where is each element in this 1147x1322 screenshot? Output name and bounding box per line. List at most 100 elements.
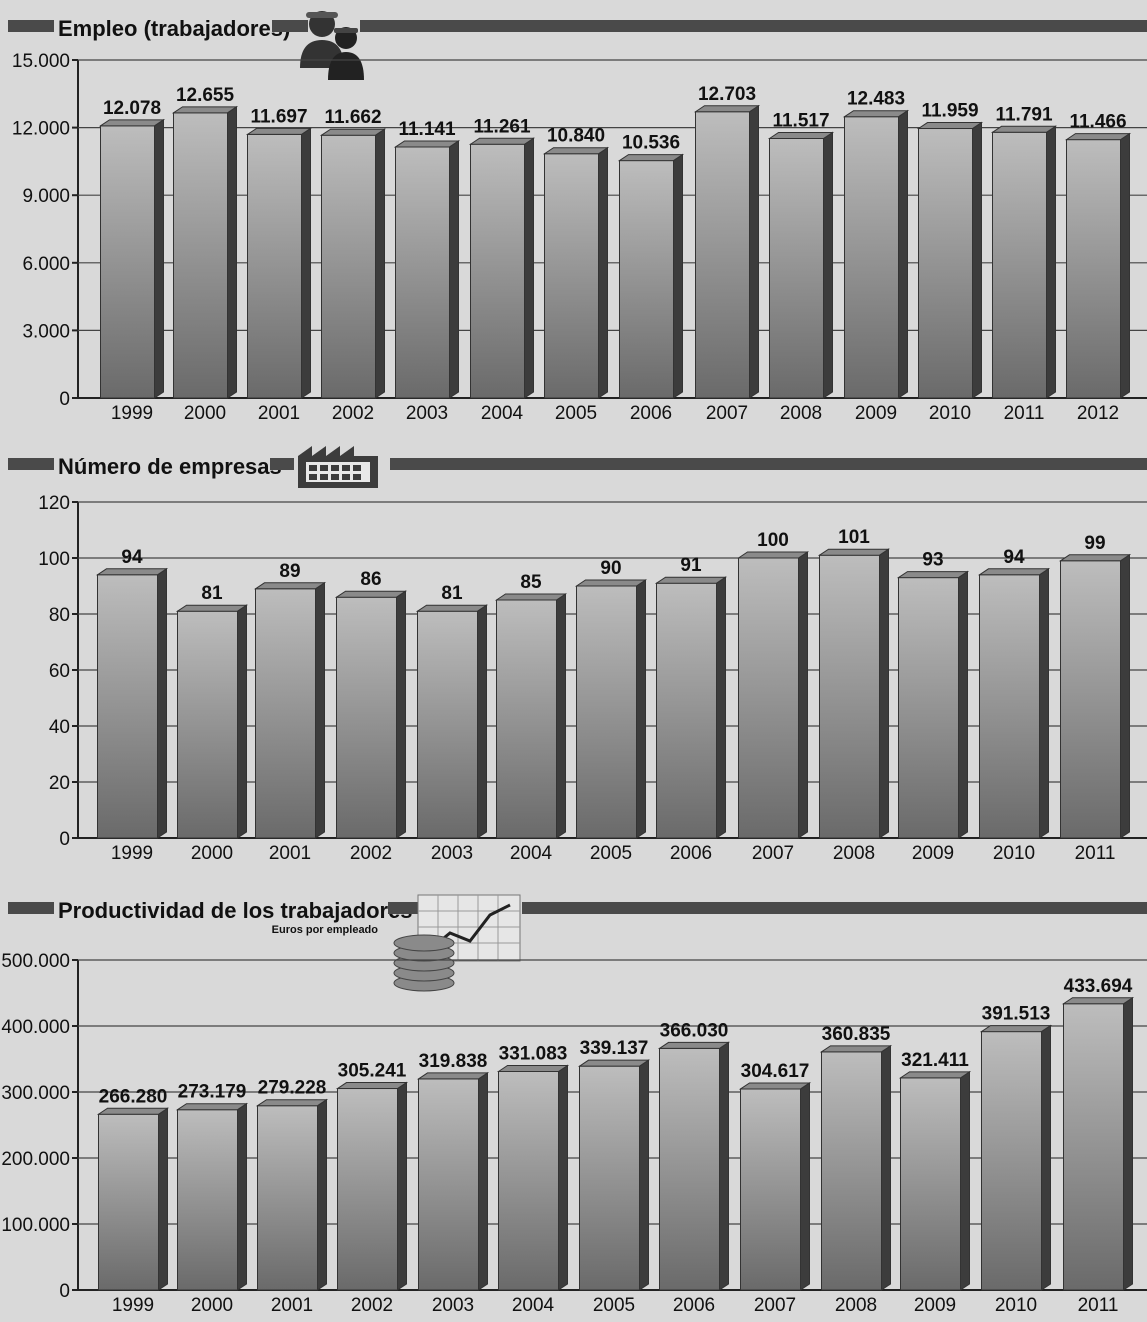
data-label: 266.280: [99, 1086, 168, 1107]
bar-side: [636, 579, 646, 839]
data-label: 89: [279, 561, 300, 582]
bar-cap: [767, 131, 835, 139]
title-band: [522, 902, 1147, 914]
y-tick-label: 20: [49, 773, 70, 794]
chart-employment-title: Empleo (trabajadores): [58, 16, 290, 41]
bar-cap: [738, 1082, 812, 1090]
y-tick-label: 60: [49, 661, 70, 682]
y-tick-label: 3.000: [22, 321, 70, 342]
x-tick-label: 2009: [912, 843, 954, 864]
bar-front: [1060, 560, 1121, 839]
bar-front: [898, 577, 959, 839]
factory-icon: [298, 446, 378, 488]
bar-side: [898, 109, 908, 399]
bar-side: [823, 131, 833, 399]
bar-side: [237, 1102, 247, 1291]
x-tick-label: 2001: [271, 1295, 313, 1316]
x-tick-label: 2007: [706, 403, 748, 424]
bar-cap: [319, 128, 387, 136]
bar-front: [321, 134, 376, 399]
bar-cap: [842, 110, 910, 118]
bar-front: [656, 582, 717, 839]
bar-cap: [990, 125, 1058, 133]
bar-cap: [96, 1107, 170, 1115]
bar-front: [177, 610, 238, 839]
x-tick-label: 2000: [191, 1295, 233, 1316]
y-tick-label: 100.000: [1, 1215, 70, 1236]
data-label: 11.959: [921, 101, 978, 122]
bar-1999: [95, 567, 169, 839]
bar-side: [315, 581, 325, 839]
x-tick-label: 2008: [833, 843, 875, 864]
title-band: [360, 20, 1147, 32]
bar-cap: [977, 568, 1051, 576]
y-tick-label: 0: [59, 389, 70, 410]
bar-2010: [977, 567, 1051, 839]
title-band-left: [388, 902, 418, 914]
chart-productivity: 0 100.000 200.000 300.000 400.000 500.000 266.…: [1, 951, 1147, 1316]
bar-side: [879, 548, 889, 839]
bar-front: [417, 610, 478, 839]
data-label: 94: [1003, 547, 1025, 568]
title-band-left: [270, 458, 294, 470]
data-label: 366.030: [660, 1020, 729, 1041]
x-tick-label: 2005: [590, 843, 632, 864]
y-tick-label: 120: [38, 493, 70, 514]
bar-cap: [245, 127, 313, 135]
bar-2002: [319, 128, 387, 399]
data-label: 86: [360, 569, 381, 590]
bar-side: [397, 1081, 407, 1291]
x-tick-label: 2003: [431, 843, 473, 864]
bar-cap: [335, 1082, 409, 1090]
bar-front: [498, 1070, 559, 1291]
x-tick-label: 2006: [670, 843, 712, 864]
data-label: 360.835: [822, 1024, 891, 1045]
bar-cap: [496, 1064, 570, 1072]
chart-employment-header: Empleo (trabajadores): [8, 11, 1147, 80]
bar-cap: [175, 1103, 249, 1111]
bar-side: [716, 576, 726, 839]
bar-front: [740, 1088, 801, 1291]
bar-front: [337, 1088, 398, 1291]
coins-growth-icon: [393, 894, 521, 992]
bar-cap: [416, 1072, 490, 1080]
bar-front: [257, 1105, 318, 1291]
bar-2002: [334, 590, 408, 839]
x-tick-label: 2002: [351, 1295, 393, 1316]
bar-2001: [245, 127, 313, 399]
bar-side: [477, 604, 487, 839]
bar-side: [798, 551, 808, 839]
bar-cap: [393, 140, 461, 148]
x-tick-label: 2008: [835, 1295, 877, 1316]
x-tick-label: 2007: [752, 843, 794, 864]
bar-cap: [494, 593, 568, 601]
chart-productivity-subtitle: Euros por empleado: [272, 924, 379, 936]
bar-front: [255, 588, 316, 839]
x-tick-label: 2005: [555, 403, 597, 424]
bar-side: [1120, 553, 1130, 839]
data-label: 93: [922, 550, 943, 571]
x-tick-label: 2004: [481, 403, 524, 424]
data-label: 12.655: [176, 85, 235, 106]
bar-front: [1063, 1003, 1124, 1291]
bar-cap: [98, 119, 166, 127]
bar-cap: [657, 1041, 731, 1049]
bar-2009: [842, 109, 910, 399]
bar-2005: [574, 579, 648, 839]
bar-front: [98, 1113, 159, 1291]
bar-2000: [175, 1102, 249, 1291]
data-label: 100: [757, 530, 789, 551]
bar-2010: [979, 1024, 1053, 1291]
data-label: 10.536: [622, 133, 680, 154]
x-tick-label: 2007: [754, 1295, 796, 1316]
data-label: 99: [1084, 533, 1105, 554]
bar-side: [1123, 996, 1133, 1291]
bar-side: [958, 570, 968, 839]
x-tick-label: 2001: [269, 843, 311, 864]
bar-side: [972, 121, 982, 399]
bar-cap: [617, 154, 685, 162]
bar-2011: [1061, 996, 1135, 1291]
data-label: 94: [121, 547, 143, 568]
x-tick-label: 2009: [855, 403, 897, 424]
bar-2003: [416, 1071, 490, 1291]
